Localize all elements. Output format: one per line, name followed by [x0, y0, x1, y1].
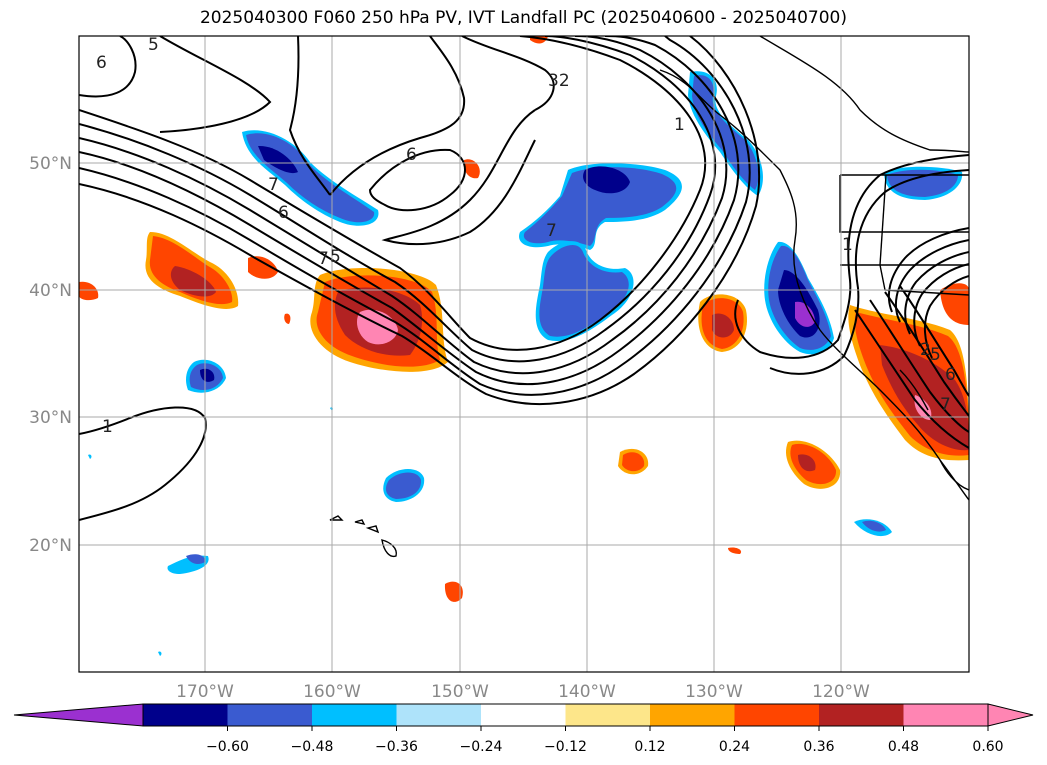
lat-tick-label: 30°N	[29, 408, 72, 428]
contour-label: 1	[674, 115, 685, 135]
lat-tick-label: 50°N	[29, 154, 72, 174]
colorbar-tick-label: 0.60	[972, 739, 1003, 755]
lon-tick-label: 170°W	[176, 682, 234, 702]
colorbar-segments	[143, 704, 989, 726]
contour-label: 6	[278, 203, 289, 223]
contour-label: 7	[546, 221, 557, 241]
colorbar-tick-label: −0.48	[291, 739, 334, 755]
contour-label: 5	[330, 247, 341, 267]
contour-label: 5	[148, 35, 159, 55]
colorbar-extend-low	[13, 703, 144, 727]
colorbar-tick-label: 0.12	[634, 739, 665, 755]
lon-tick-label: 150°W	[431, 682, 489, 702]
colorbar-segment	[143, 704, 228, 726]
colorbar-segment	[650, 704, 735, 726]
colorbar-extend-high	[987, 703, 1034, 727]
contour-label: 1	[842, 235, 853, 255]
colorbar-segment	[819, 704, 904, 726]
colorbar-tick-label: 0.48	[888, 739, 919, 755]
contour-label: 6	[96, 53, 107, 73]
contour-label: 7	[268, 175, 279, 195]
contour-label: 32	[548, 71, 570, 91]
contour-labels: 5 6 7 6 7 5 32 1 7 1 1 2 5 6 7 6	[96, 35, 956, 437]
contour-label: 7	[940, 395, 951, 415]
colorbar-tick-label: −0.24	[460, 739, 503, 755]
colorbar-segment	[481, 704, 566, 726]
lon-tick-label: 120°W	[812, 682, 870, 702]
lon-tick-label: 160°W	[303, 682, 361, 702]
latitude-axis: 50°N 40°N 30°N 20°N	[29, 154, 72, 556]
contour-label: 5	[930, 345, 941, 365]
colorbar: −0.60 −0.48 −0.36 −0.24 −0.12 0.12 0.24 0.36 0.4…	[13, 703, 1034, 755]
colorbar-segment	[903, 704, 989, 726]
lat-tick-label: 40°N	[29, 281, 72, 301]
colorbar-segment	[312, 704, 397, 726]
colorbar-tick-label: −0.36	[375, 739, 418, 755]
contour-label: 7	[318, 249, 329, 269]
colorbar-segment	[734, 704, 820, 726]
colorbar-tick-label: 0.24	[719, 739, 750, 755]
lon-tick-label: 130°W	[685, 682, 743, 702]
longitude-axis: 170°W 160°W 150°W 140°W 130°W 120°W	[176, 682, 870, 702]
colorbar-tick-label: 0.36	[803, 739, 834, 755]
contour-label: 2	[920, 340, 931, 360]
lon-tick-label: 140°W	[558, 682, 616, 702]
hawaiian-islands	[329, 515, 397, 558]
contour-label: 6	[406, 145, 417, 165]
colorbar-tick-label: −0.12	[544, 739, 587, 755]
colorbar-ticks: −0.60 −0.48 −0.36 −0.24 −0.12 0.12 0.24 0.36 0.4…	[206, 726, 1004, 755]
colorbar-segment	[227, 704, 313, 726]
contour-label: 1	[102, 417, 113, 437]
lat-tick-label: 20°N	[29, 536, 72, 556]
map-title: 2025040300 F060 250 hPa PV, IVT Landfall…	[199, 8, 847, 28]
gridlines	[79, 36, 969, 672]
map-frame	[78, 35, 970, 673]
colorbar-tick-label: −0.60	[206, 739, 249, 755]
map-background	[79, 36, 969, 672]
colorbar-segment	[396, 704, 482, 726]
colorbar-segment	[565, 704, 651, 726]
contour-label: 6	[945, 365, 956, 385]
